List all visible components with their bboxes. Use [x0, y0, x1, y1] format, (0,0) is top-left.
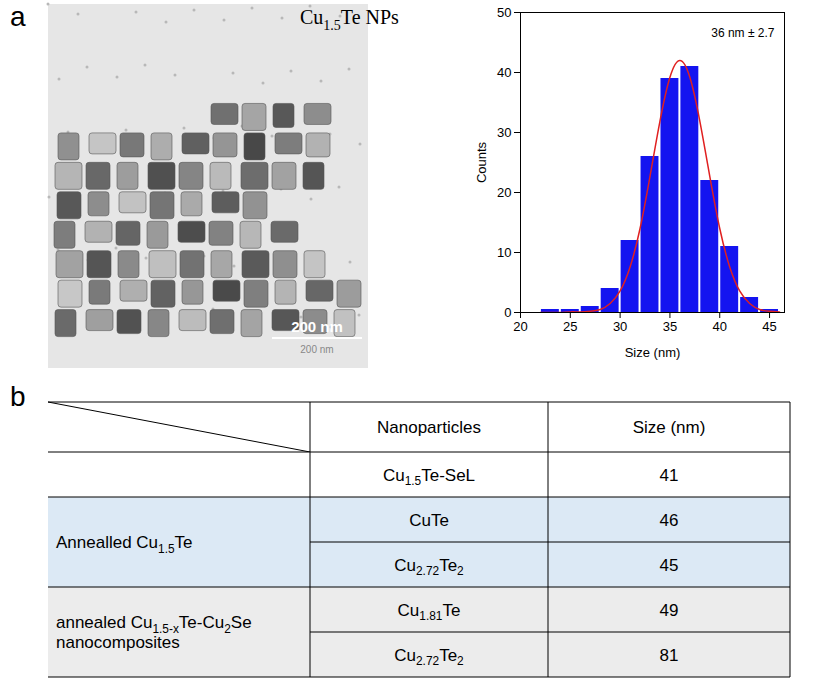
svg-text:30: 30: [613, 319, 627, 334]
svg-text:annealed Cu1.5-xTe-Cu2Se: annealed Cu1.5-xTe-Cu2Se: [56, 613, 252, 636]
svg-text:Cu1.81Te: Cu1.81Te: [398, 601, 461, 624]
svg-text:36 nm ± 2.7: 36 nm ± 2.7: [711, 26, 775, 40]
svg-text:45: 45: [660, 556, 679, 575]
svg-text:41: 41: [660, 466, 679, 485]
svg-text:Nanoparticles: Nanoparticles: [377, 418, 481, 437]
svg-text:40: 40: [713, 319, 727, 334]
svg-text:Annealled Cu1.5Te: Annealled Cu1.5Te: [56, 533, 193, 556]
svg-text:Cu1.5Te-SeL: Cu1.5Te-SeL: [383, 466, 475, 489]
svg-text:25: 25: [563, 319, 577, 334]
svg-text:50: 50: [497, 5, 511, 20]
svg-text:40: 40: [497, 65, 511, 80]
svg-text:35: 35: [663, 319, 677, 334]
svg-text:200 nm: 200 nm: [291, 318, 343, 335]
svg-text:b: b: [10, 381, 26, 412]
svg-text:200 nm: 200 nm: [300, 344, 333, 355]
svg-text:nanocomposites: nanocomposites: [56, 633, 180, 652]
svg-text:49: 49: [660, 601, 679, 620]
svg-text:Cu2.72Te2: Cu2.72Te2: [394, 556, 464, 579]
svg-text:81: 81: [660, 646, 679, 665]
svg-text:30: 30: [497, 125, 511, 140]
svg-text:0: 0: [504, 305, 511, 320]
svg-text:Counts: Counts: [474, 141, 489, 183]
svg-text:Cu1.5Te NPs: Cu1.5Te NPs: [300, 6, 399, 33]
svg-text:Size (nm): Size (nm): [633, 418, 706, 437]
svg-text:45: 45: [762, 319, 776, 334]
svg-text:10: 10: [497, 245, 511, 260]
svg-text:Cu2.72Te2: Cu2.72Te2: [394, 646, 464, 669]
svg-text:20: 20: [497, 185, 511, 200]
svg-text:Size (nm): Size (nm): [625, 345, 681, 360]
svg-text:CuTe: CuTe: [409, 511, 449, 530]
svg-text:a: a: [10, 1, 26, 32]
svg-text:46: 46: [660, 511, 679, 530]
svg-text:20: 20: [513, 319, 527, 334]
